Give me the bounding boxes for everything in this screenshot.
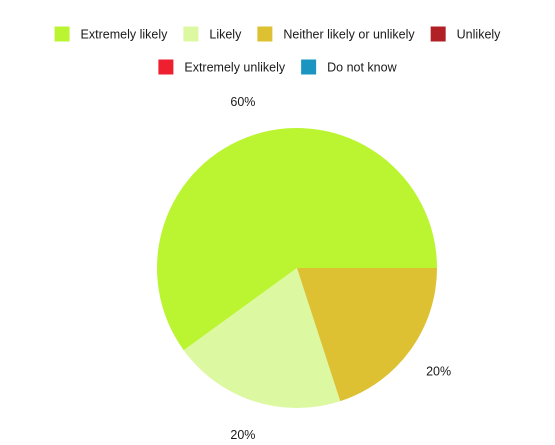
slice-likely — [183, 268, 341, 409]
legend-label-likely: Likely — [209, 28, 242, 42]
data-label-likely: 20% — [230, 428, 255, 442]
legend-label-neither-likely-or-unlikely: Neither likely or unlikely — [283, 28, 415, 42]
slice-labels: 60% 20% 20% — [230, 95, 451, 442]
legend-label-do-not-know: Do not know — [327, 61, 397, 75]
pie-slices — [156, 127, 437, 409]
legend-swatch-extremely-unlikely — [158, 59, 174, 75]
legend-swatch-neither-likely-or-unlikely — [257, 26, 273, 42]
legend: Extremely likely Likely Neither likely or … — [54, 26, 502, 75]
legend-swatch-unlikely — [430, 26, 446, 42]
data-label-neither-likely-or-unlikely: 20% — [426, 364, 451, 378]
legend-label-unlikely: Unlikely — [457, 28, 502, 42]
slice-neither-likely-or-unlikely — [297, 268, 437, 402]
data-label-extremely-likely: 60% — [230, 95, 255, 109]
legend-label-extremely-likely: Extremely likely — [81, 28, 169, 42]
legend-label-extremely-unlikely: Extremely unlikely — [184, 61, 285, 75]
legend-swatch-likely — [183, 26, 199, 42]
legend-swatch-extremely-likely — [54, 26, 70, 42]
slice-extremely-likely — [156, 127, 437, 351]
legend-swatch-do-not-know — [301, 59, 317, 75]
